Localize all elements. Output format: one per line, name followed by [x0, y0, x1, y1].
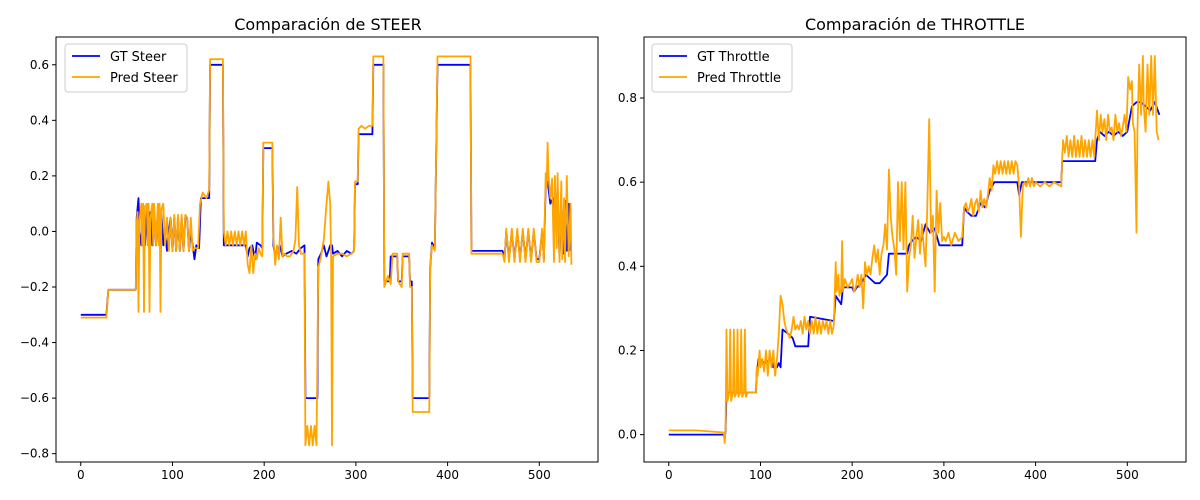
- steer-x-axis: 0 100 200 300 400 500: [77, 462, 551, 482]
- steer-x-tick-label: 400: [436, 468, 459, 482]
- throttle-x-tick-label: 400: [1024, 468, 1047, 482]
- throttle-legend-gt-label: GT Throttle: [697, 50, 770, 65]
- throttle-x-tick-label: 0: [665, 468, 673, 482]
- steer-x-tick-label: 100: [161, 468, 184, 482]
- throttle-x-tick-label: 100: [749, 468, 772, 482]
- throttle-x-tick-label: 200: [841, 468, 864, 482]
- steer-legend: GT Steer Pred Steer: [64, 43, 188, 93]
- steer-chart-title: Comparación de STEER: [234, 15, 422, 34]
- throttle-x-tick-label: 300: [932, 468, 955, 482]
- steer-legend-gt-label: GT Steer: [110, 50, 167, 65]
- throttle-chart-title: Comparación de THROTTLE: [805, 15, 1025, 34]
- throttle-y-tick-label: 0.6: [618, 175, 637, 189]
- throttle-y-tick-label: 0.4: [618, 259, 637, 273]
- throttle-y-axis: 0.0 0.2 0.4 0.6 0.8: [618, 91, 644, 442]
- steer-x-tick-label: 0: [77, 468, 85, 482]
- throttle-legend-pred-label: Pred Throttle: [697, 71, 781, 86]
- steer-y-tick-label: −0.4: [20, 336, 49, 350]
- throttle-y-tick-label: 0.0: [618, 428, 637, 442]
- steer-x-tick-label: 200: [253, 468, 276, 482]
- steer-y-tick-label: −0.6: [20, 391, 49, 405]
- steer-y-tick-label: 0.0: [30, 224, 49, 238]
- throttle-x-axis: 0 100 200 300 400 500: [665, 462, 1139, 482]
- steer-y-axis: −0.8 −0.6 −0.4 −0.2 0.0 0.2 0.4 0.6: [20, 58, 56, 461]
- throttle-series-pred-line: [668, 55, 1160, 444]
- steer-series-lines: [80, 55, 573, 447]
- throttle-series-lines: [668, 55, 1161, 444]
- steer-x-tick-label: 300: [344, 468, 367, 482]
- steer-y-tick-label: −0.8: [20, 447, 49, 461]
- throttle-x-tick-label: 500: [1116, 468, 1139, 482]
- steer-y-tick-label: 0.6: [30, 58, 49, 72]
- steer-chart: Comparación de STEER 0 100 200 300 400 500 −0…: [20, 15, 599, 482]
- steer-legend-pred-label: Pred Steer: [110, 71, 178, 86]
- steer-x-tick-label: 500: [528, 468, 551, 482]
- steer-y-tick-label: −0.2: [20, 280, 49, 294]
- throttle-y-tick-label: 0.2: [618, 343, 637, 357]
- steer-y-tick-label: 0.2: [30, 169, 49, 183]
- steer-y-tick-label: 0.4: [30, 113, 49, 127]
- steer-series-pred-line: [80, 55, 573, 447]
- throttle-y-tick-label: 0.8: [618, 91, 637, 105]
- throttle-legend: GT Throttle Pred Throttle: [651, 43, 793, 93]
- throttle-chart: Comparación de THROTTLE 0 100 200 300 400 500…: [618, 15, 1187, 482]
